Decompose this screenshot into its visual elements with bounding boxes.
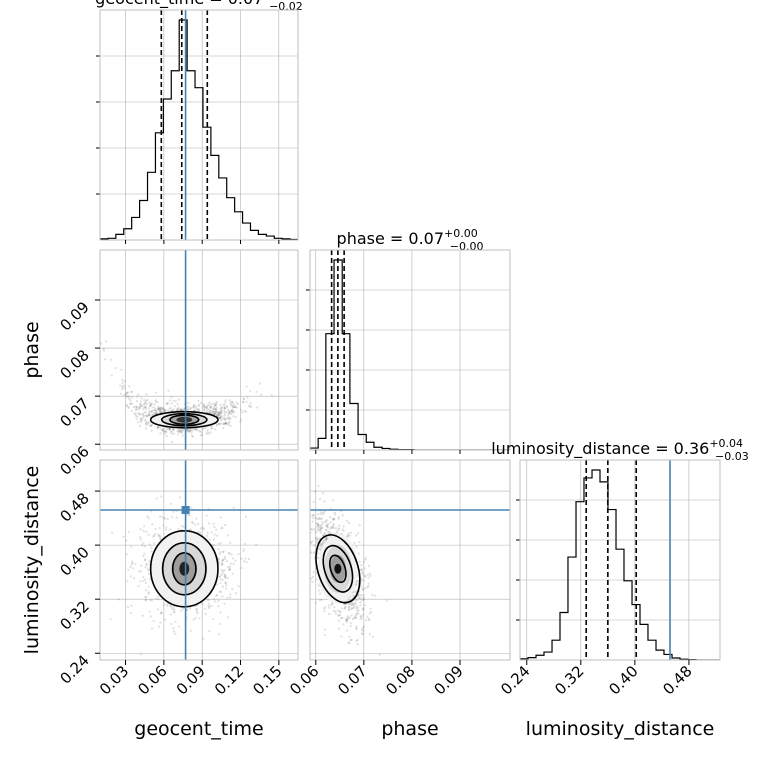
panel-title-luminosity_distance: luminosity_distance = 0.36+0.04 −0.03: [491, 437, 749, 463]
contours: [149, 410, 219, 429]
pair-panel-geocent_time-luminosity_distance: [100, 460, 298, 660]
x-tick-label: 0.40: [605, 662, 641, 698]
pair-panel-geocent_time-phase: [100, 250, 298, 450]
y-tick-label: 0.08: [56, 346, 92, 382]
density-level: [176, 416, 193, 423]
panel-title-phase: phase = 0.07+0.00 −0.00: [337, 227, 484, 253]
x-axis-label-phase: phase: [381, 718, 438, 740]
y-tick-label: 0.07: [56, 394, 92, 430]
pair-frame: [99, 459, 299, 661]
x-tick-label: 0.12: [211, 662, 247, 698]
density-level: [179, 561, 190, 576]
contours: [149, 529, 219, 608]
hist-panel-geocent_time: geocent_time = 0.07+0.02−0.02: [95, 0, 303, 240]
density-level: [334, 563, 342, 574]
contour-level: [322, 544, 354, 593]
contours: [315, 534, 361, 604]
x-tick-label: 0.08: [382, 662, 418, 698]
x-tick-label: 0.48: [659, 662, 695, 698]
histogram-phase: [310, 259, 510, 450]
hist-frame: [519, 459, 721, 661]
contour-level: [315, 534, 361, 604]
y-axis-label-luminosity_distance: luminosity_distance: [21, 466, 43, 655]
x-tick-label: 0.15: [249, 662, 285, 698]
contour-level: [161, 541, 207, 596]
x-axis-label-luminosity_distance: luminosity_distance: [526, 718, 715, 740]
contour-level: [149, 529, 219, 608]
pair-panel-phase-luminosity_distance: [310, 460, 510, 660]
x-tick-label: 0.09: [173, 662, 209, 698]
contour-level: [171, 551, 197, 586]
x-tick-label: 0.09: [430, 662, 466, 698]
pair-frame: [309, 459, 511, 661]
x-axis-label-geocent_time: geocent_time: [134, 718, 263, 740]
y-axis-label-phase: phase: [21, 321, 43, 378]
x-tick-label: 0.06: [134, 662, 170, 698]
y-tick-label: 0.40: [56, 543, 92, 579]
contour-level: [160, 412, 208, 427]
density-fill: [150, 530, 218, 607]
contour-level: [328, 554, 347, 584]
y-tick-label: 0.48: [56, 489, 92, 525]
x-tick-label: 0.24: [497, 662, 533, 698]
histogram-luminosity_distance: [520, 469, 720, 660]
x-tick-label: 0.32: [551, 662, 587, 698]
x-tick-label: 0.07: [334, 662, 370, 698]
hist-frame: [99, 9, 299, 241]
contour-level: [149, 410, 219, 429]
truth-marker: [181, 506, 190, 514]
contour-level: [169, 414, 200, 426]
x-tick-label: 0.03: [96, 662, 132, 698]
panel-title-geocent_time: geocent_time = 0.07+0.02−0.02: [95, 0, 303, 13]
y-tick-label: 0.24: [56, 651, 92, 687]
y-tick-label: 0.32: [56, 597, 92, 633]
x-tick-label: 0.06: [286, 662, 322, 698]
y-tick-label: 0.06: [56, 442, 92, 478]
pair-frame: [99, 249, 299, 451]
y-tick-label: 0.09: [56, 298, 92, 334]
hist-panel-phase: phase = 0.07+0.00 −0.00: [306, 227, 510, 450]
hist-panel-luminosity_distance: luminosity_distance = 0.36+0.04 −0.03: [491, 437, 749, 660]
histogram-geocent_time: [100, 19, 298, 240]
hist-frame: [309, 249, 511, 451]
